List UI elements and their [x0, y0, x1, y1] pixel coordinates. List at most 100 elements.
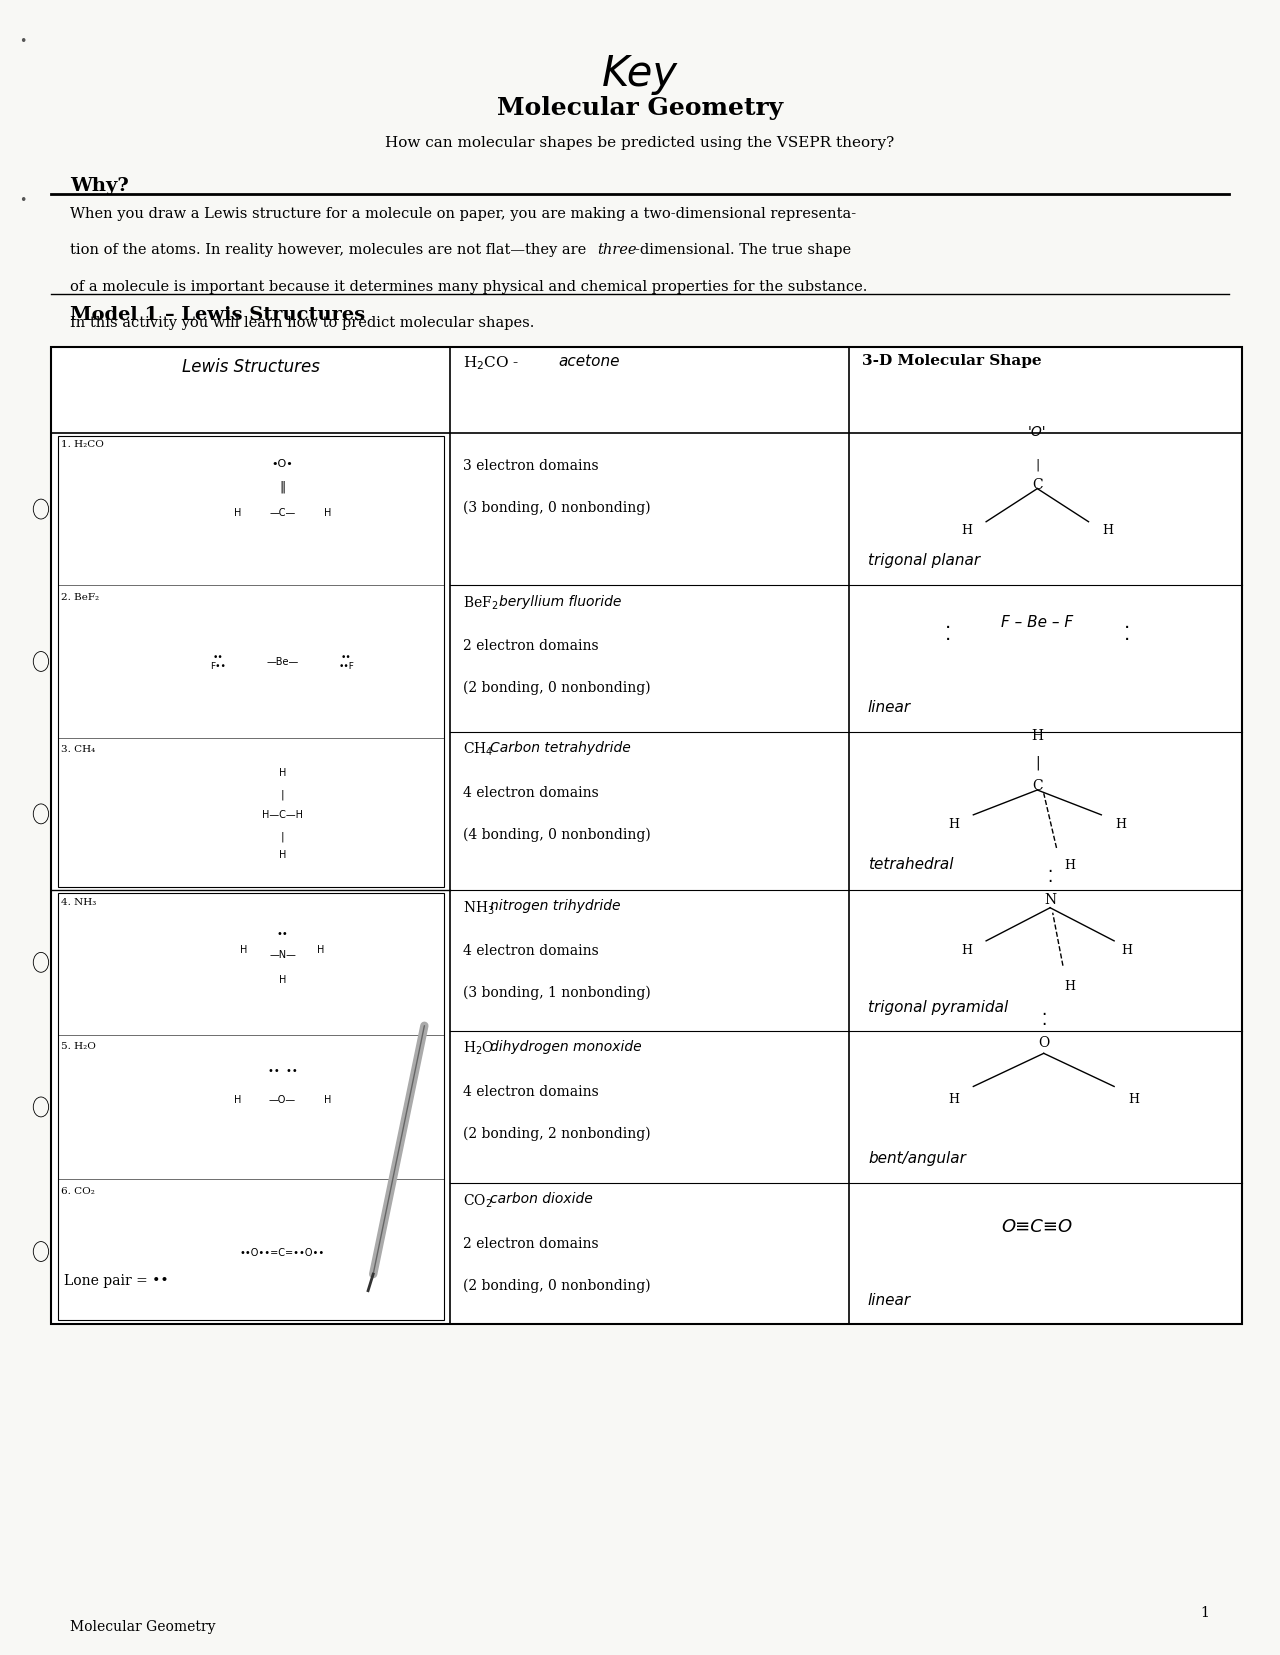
Text: —N—: —N— [269, 950, 296, 960]
Text: 4 electron domains: 4 electron domains [463, 943, 599, 958]
Text: ••: •• [276, 928, 288, 938]
Text: NH$_3$: NH$_3$ [463, 899, 495, 917]
Text: Model 1 – Lewis Structures: Model 1 – Lewis Structures [70, 306, 366, 324]
Text: 2 electron domains: 2 electron domains [463, 1236, 599, 1251]
Text: beryllium fluoride: beryllium fluoride [499, 594, 621, 607]
Text: 6. CO₂: 6. CO₂ [61, 1187, 95, 1195]
Text: carbon dioxide: carbon dioxide [490, 1192, 593, 1206]
Text: (2 bonding, 0 nonbonding): (2 bonding, 0 nonbonding) [463, 1278, 650, 1293]
Text: linear: linear [868, 700, 911, 715]
Text: H: H [234, 508, 242, 518]
Text: .: . [1047, 867, 1052, 885]
Text: .: . [1041, 1000, 1046, 1018]
Bar [58, 894, 444, 1321]
Text: 3. CH₄: 3. CH₄ [61, 745, 96, 753]
Text: C: C [1032, 778, 1043, 793]
Text: 2 electron domains: 2 electron domains [463, 639, 599, 652]
Text: H: H [1128, 1092, 1139, 1106]
Text: CH$_4$: CH$_4$ [463, 741, 494, 758]
Text: H: H [324, 508, 332, 518]
Text: (2 bonding, 2 nonbonding): (2 bonding, 2 nonbonding) [463, 1125, 650, 1140]
Text: H: H [279, 768, 287, 778]
Text: (4 bonding, 0 nonbonding): (4 bonding, 0 nonbonding) [463, 828, 650, 841]
Text: C: C [1032, 477, 1043, 492]
Text: •: • [19, 194, 27, 207]
Text: H: H [948, 818, 960, 831]
Text: H: H [324, 1094, 332, 1104]
Text: .: . [1124, 624, 1130, 644]
Text: In this activity you will learn how to predict molecular shapes.: In this activity you will learn how to p… [70, 316, 535, 329]
Text: H: H [1102, 525, 1114, 538]
Text: —Be—: —Be— [266, 657, 298, 667]
Text: Carbon tetrahydride: Carbon tetrahydride [490, 741, 631, 755]
Text: trigonal pyramidal: trigonal pyramidal [868, 1000, 1009, 1015]
Text: How can molecular shapes be predicted using the VSEPR theory?: How can molecular shapes be predicted us… [385, 136, 895, 149]
Text: H—C—H: H—C—H [262, 809, 303, 819]
Text: H$_2$O: H$_2$O [463, 1039, 495, 1058]
Text: 4 electron domains: 4 electron domains [463, 786, 599, 799]
Text: (2 bonding, 0 nonbonding): (2 bonding, 0 nonbonding) [463, 680, 650, 695]
Text: 4 electron domains: 4 electron domains [463, 1084, 599, 1097]
Text: •O•: •O• [271, 458, 293, 468]
Text: BeF$_2$: BeF$_2$ [463, 594, 499, 612]
Text: 'O': 'O' [1028, 424, 1047, 439]
Text: tion of the atoms. In reality however, molecules are not flat—they are: tion of the atoms. In reality however, m… [70, 243, 591, 257]
Text: ••  ••: •• •• [268, 1066, 297, 1076]
Text: O≡C≡O: O≡C≡O [1002, 1216, 1073, 1235]
Text: Why?: Why? [70, 177, 129, 195]
Text: 2. BeF₂: 2. BeF₂ [61, 592, 100, 601]
Text: H: H [1064, 980, 1075, 993]
Text: .: . [1047, 857, 1052, 875]
Text: acetone: acetone [559, 354, 621, 369]
Text: three: three [598, 243, 637, 257]
Text: H: H [234, 1094, 242, 1104]
Text: H: H [317, 945, 325, 955]
Text: 3-D Molecular Shape: 3-D Molecular Shape [861, 354, 1041, 367]
Text: Molecular Geometry: Molecular Geometry [497, 96, 783, 119]
Text: (3 bonding, 1 nonbonding): (3 bonding, 1 nonbonding) [463, 985, 650, 1000]
Text: H: H [241, 945, 248, 955]
Text: H$_2$CO -: H$_2$CO - [463, 354, 520, 372]
Text: H: H [1064, 859, 1075, 872]
Text: Ḟ – Be – Ḟ: Ḟ – Be – Ḟ [1001, 616, 1074, 631]
Text: -dimensional. The true shape: -dimensional. The true shape [635, 243, 851, 257]
Text: .: . [1041, 1010, 1046, 1028]
Text: linear: linear [868, 1293, 911, 1307]
Text: trigonal planar: trigonal planar [868, 553, 980, 568]
Text: When you draw a Lewis structure for a molecule on paper, you are making a two-di: When you draw a Lewis structure for a mo… [70, 207, 856, 220]
Text: H: H [961, 525, 973, 538]
Text: nitrogen trihydride: nitrogen trihydride [490, 899, 621, 914]
Text: bent/angular: bent/angular [868, 1150, 966, 1165]
Text: dihydrogen monoxide: dihydrogen monoxide [490, 1039, 641, 1053]
Text: ••
••F: •• ••F [338, 654, 355, 670]
Text: |: | [280, 831, 284, 841]
Text: |: | [1036, 755, 1039, 770]
Text: •: • [19, 35, 27, 48]
Text: H: H [948, 1092, 960, 1106]
Text: .: . [945, 612, 951, 632]
Text: ••O••=C=••O••: ••O••=C=••O•• [239, 1246, 325, 1256]
Text: |: | [280, 789, 284, 799]
Text: H: H [279, 849, 287, 859]
Text: H: H [1032, 728, 1043, 743]
Text: N: N [1044, 894, 1056, 907]
Bar [58, 437, 444, 887]
Text: H: H [961, 943, 973, 957]
Text: H: H [1115, 818, 1126, 831]
Text: 1: 1 [1201, 1605, 1210, 1619]
Text: Lewis Structures: Lewis Structures [182, 357, 320, 376]
Text: ‖: ‖ [279, 480, 285, 493]
Text: O: O [1038, 1034, 1050, 1049]
Text: tetrahedral: tetrahedral [868, 857, 954, 872]
Text: CO$_2$: CO$_2$ [463, 1192, 494, 1210]
Text: .: . [1124, 612, 1130, 632]
Text: of a molecule is important because it determines many physical and chemical prop: of a molecule is important because it de… [70, 280, 868, 293]
Text: (3 bonding, 0 nonbonding): (3 bonding, 0 nonbonding) [463, 500, 650, 515]
Bar [51, 348, 1242, 1324]
Text: H: H [1121, 943, 1133, 957]
Text: 4. NH₃: 4. NH₃ [61, 897, 97, 907]
Text: ••
F••: •• F•• [210, 654, 227, 670]
Text: —O—: —O— [269, 1094, 296, 1104]
Text: |: | [1036, 458, 1039, 472]
Text: Lone pair = ••: Lone pair = •• [64, 1274, 169, 1288]
